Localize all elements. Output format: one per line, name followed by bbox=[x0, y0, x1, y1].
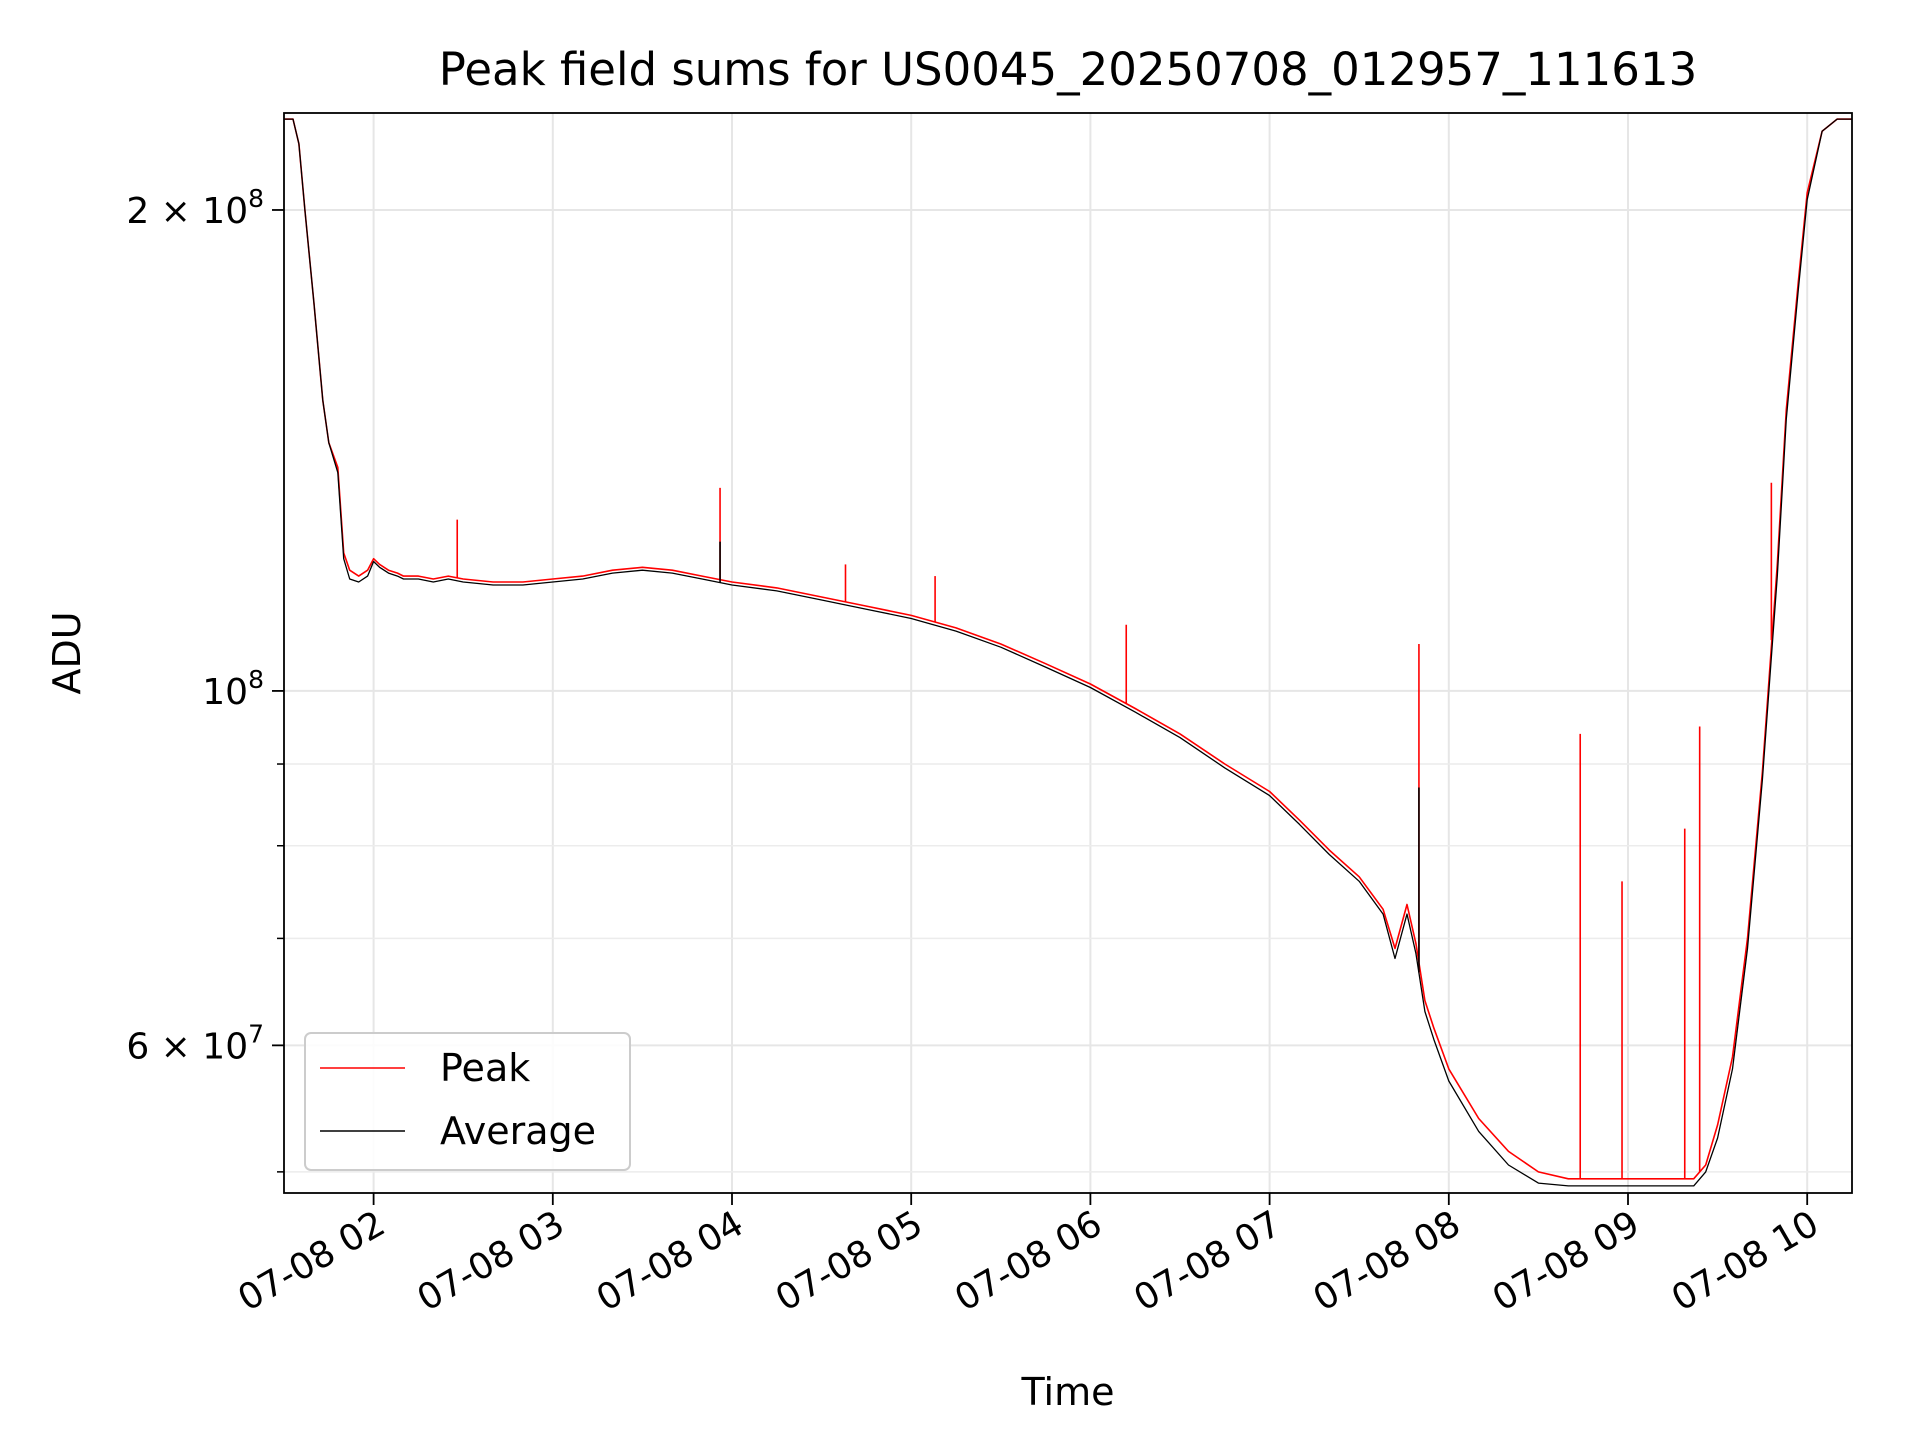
plot-frame bbox=[283, 112, 1853, 1194]
y-tick-label: 6 × 107 bbox=[126, 1019, 264, 1067]
legend-average-label: Average bbox=[440, 1109, 596, 1153]
legend: Peak Average bbox=[304, 1032, 631, 1171]
y-axis-label: ADU bbox=[45, 611, 89, 694]
chart-title: Peak field sums for US0045_20250708_0129… bbox=[439, 43, 1697, 96]
average-series-line bbox=[284, 118, 1852, 1187]
y-tick-label: 2 × 108 bbox=[126, 184, 264, 232]
grid bbox=[284, 113, 1852, 1193]
series-layer bbox=[284, 118, 1852, 1187]
legend-peak-label: Peak bbox=[440, 1046, 530, 1090]
peak-series-line bbox=[284, 118, 1852, 1180]
x-axis-label: Time bbox=[1021, 1370, 1115, 1414]
y-tick-label: 108 bbox=[202, 665, 264, 713]
